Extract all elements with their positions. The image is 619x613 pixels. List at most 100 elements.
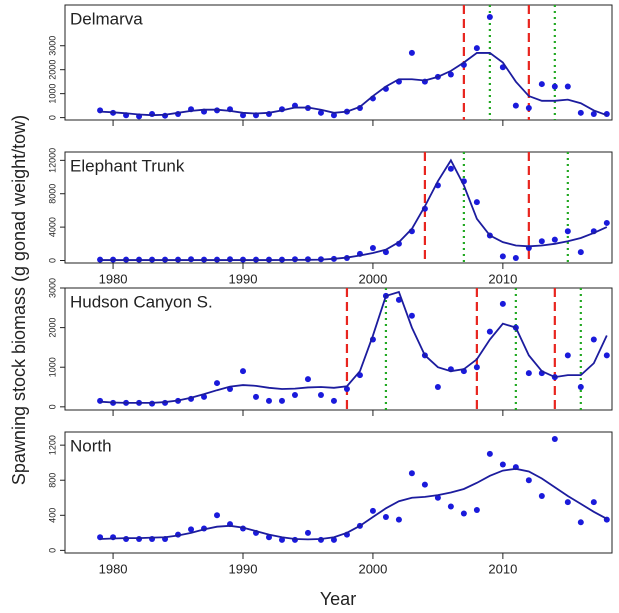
data-point [525, 477, 532, 484]
data-point [512, 102, 519, 109]
data-point [551, 236, 558, 243]
smooth-line [100, 158, 608, 261]
data-point [590, 499, 597, 506]
data-point [421, 481, 428, 488]
x-tick-label: 1980 [99, 561, 128, 576]
data-point [473, 507, 480, 514]
y-tick-label: 12000 [47, 148, 57, 173]
data-point [369, 244, 376, 251]
x-tick-label: 2000 [358, 271, 387, 286]
data-point [369, 507, 376, 514]
data-point [240, 368, 247, 375]
data-point [486, 13, 493, 20]
y-tick-label: 8000 [47, 184, 57, 204]
data-point [551, 436, 558, 443]
data-point [577, 109, 584, 116]
data-point [473, 45, 480, 52]
data-point [330, 536, 337, 543]
data-point [434, 494, 441, 501]
data-point [214, 380, 221, 387]
data-point [538, 81, 545, 88]
data-point [304, 529, 311, 536]
y-tick-label: 2000 [47, 60, 57, 80]
data-point [252, 393, 259, 400]
y-tick-label: 400 [47, 508, 57, 523]
x-tick-label: 2010 [488, 561, 517, 576]
data-point [291, 391, 298, 398]
x-tick-label: 2000 [358, 561, 387, 576]
data-point [538, 493, 545, 500]
x-axis-label: Year [320, 589, 356, 609]
data-point [564, 83, 571, 90]
data-point [525, 370, 532, 377]
data-point [590, 111, 597, 118]
x-tick-label: 1990 [229, 271, 258, 286]
panel-title: Elephant Trunk [70, 156, 185, 175]
smooth-line [100, 290, 608, 404]
y-tick-label: 1000 [47, 84, 57, 104]
data-point [343, 386, 350, 393]
y-axis-label: Spawning stock biomass (g gonad weight/t… [9, 115, 29, 485]
data-point [149, 111, 156, 118]
data-point [330, 112, 337, 119]
x-tick-label: 1980 [99, 271, 128, 286]
data-point [408, 470, 415, 477]
data-point [551, 83, 558, 90]
data-point [525, 105, 532, 112]
plot-frame [64, 151, 613, 264]
y-tick-label: 1000 [47, 357, 57, 377]
data-point [486, 450, 493, 457]
y-tick-label: 3000 [47, 36, 57, 56]
y-tick-label: 4000 [47, 217, 57, 237]
data-point [447, 165, 454, 172]
data-point [447, 71, 454, 78]
plot-frame [64, 431, 613, 554]
x-tick-label: 1990 [229, 561, 258, 576]
panel-title: Hudson Canyon S. [70, 292, 213, 311]
data-point [278, 536, 285, 543]
data-point [447, 503, 454, 510]
data-point [304, 376, 311, 383]
y-tick-label: 0 [47, 548, 57, 553]
data-point [408, 312, 415, 319]
data-point [330, 397, 337, 404]
y-tick-label: 0 [47, 404, 57, 409]
data-point [460, 510, 467, 517]
data-point [603, 219, 610, 226]
data-point [577, 249, 584, 256]
data-point [188, 526, 195, 533]
data-point [473, 199, 480, 206]
data-point [538, 238, 545, 245]
y-tick-label: 800 [47, 473, 57, 488]
data-point [564, 352, 571, 359]
smooth-line [100, 52, 608, 117]
data-point [214, 512, 221, 519]
y-tick-label: 2000 [47, 318, 57, 338]
data-point [434, 384, 441, 391]
data-point [278, 397, 285, 404]
y-tick-label: 0 [47, 258, 57, 263]
data-point [382, 514, 389, 521]
data-point [564, 499, 571, 506]
data-point [317, 391, 324, 398]
data-point [512, 254, 519, 261]
data-point [499, 300, 506, 307]
data-point [603, 352, 610, 359]
plot-frame [64, 287, 613, 411]
data-point [473, 364, 480, 371]
data-point [97, 397, 104, 404]
y-tick-label: 1200 [47, 435, 57, 455]
data-point [564, 228, 571, 235]
data-point [577, 519, 584, 526]
plot-frame [64, 4, 613, 121]
data-point [499, 253, 506, 260]
data-point [577, 384, 584, 391]
panel-title: North [70, 436, 112, 455]
data-point [317, 109, 324, 116]
data-point [499, 461, 506, 468]
data-point [265, 397, 272, 404]
y-tick-label: 3000 [47, 278, 57, 298]
smooth-line [100, 467, 608, 541]
panel-title: Delmarva [70, 9, 143, 28]
